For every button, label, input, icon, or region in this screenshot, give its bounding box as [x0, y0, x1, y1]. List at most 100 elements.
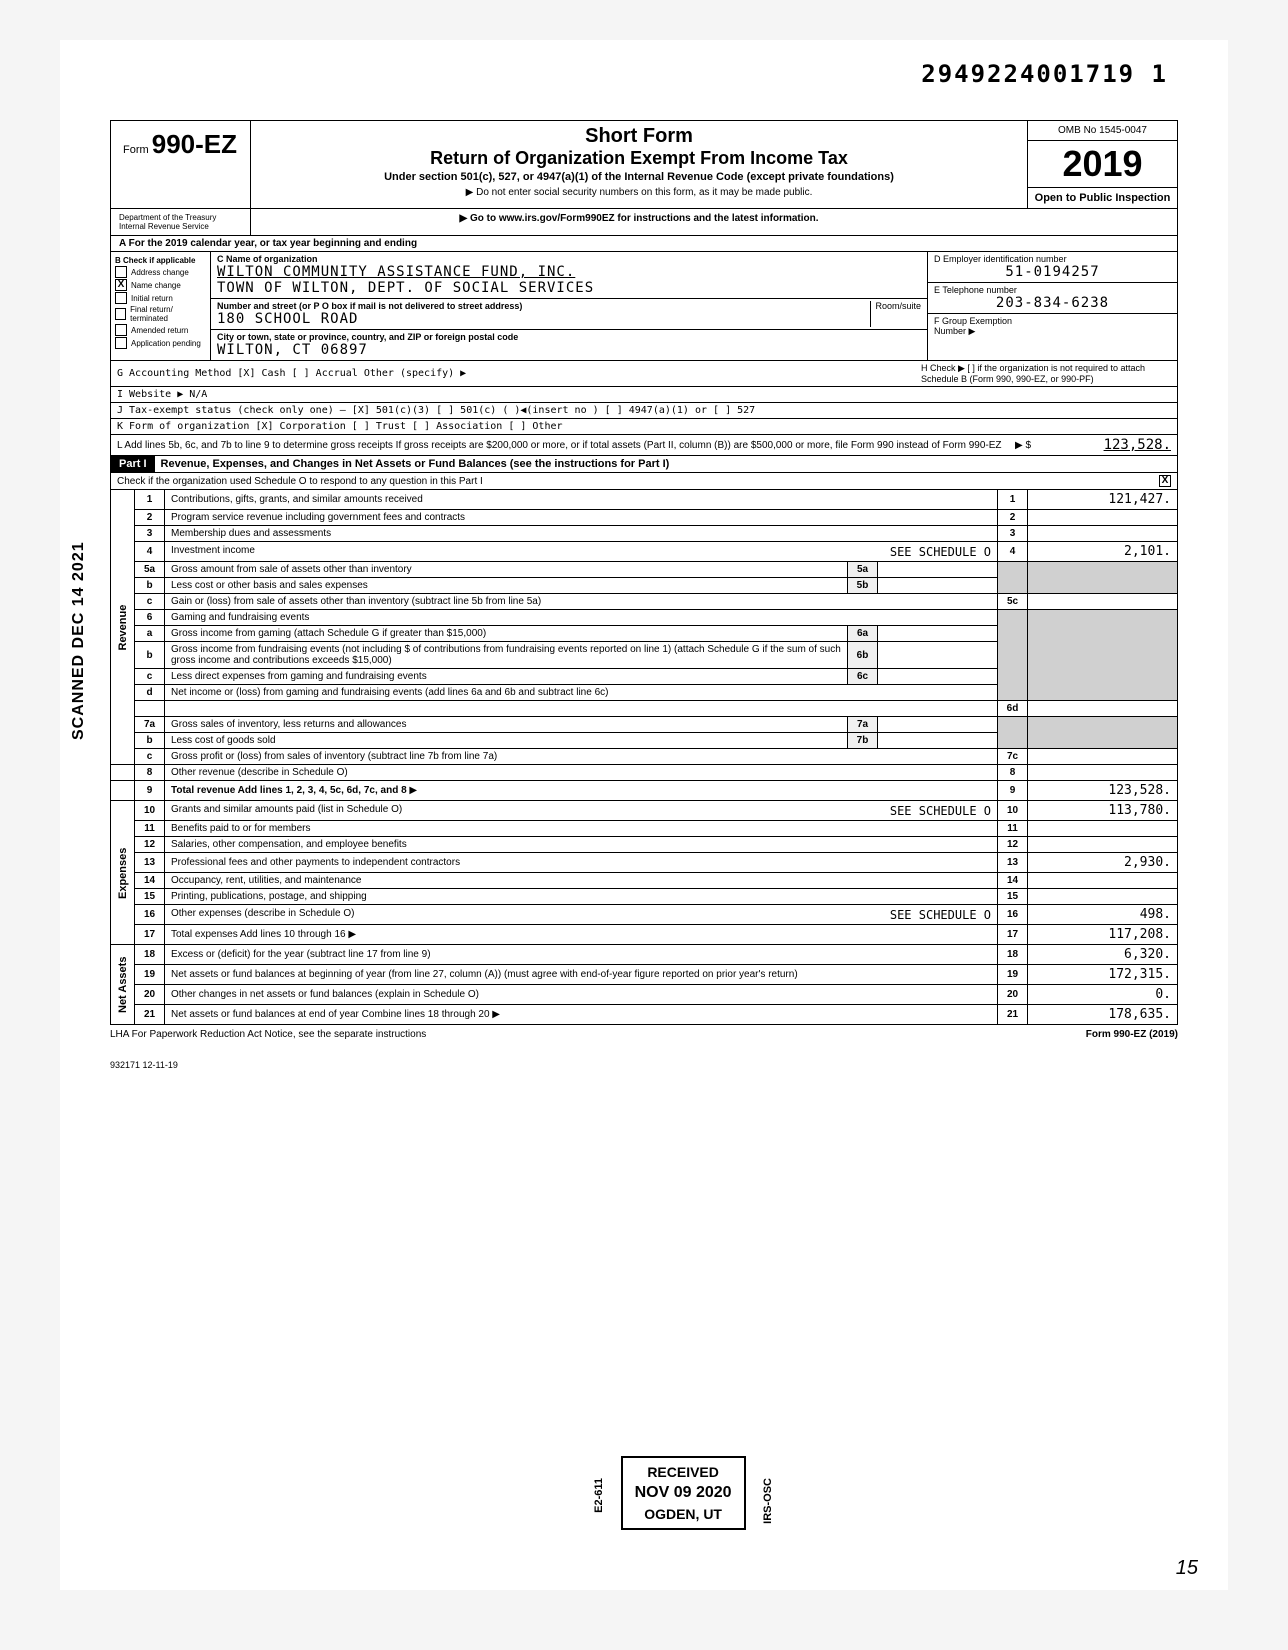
- line-j: J Tax-exempt status (check only one) — […: [117, 405, 755, 416]
- b-header: B Check if applicable: [115, 256, 206, 265]
- line-7a-desc: Gross sales of inventory, less returns a…: [165, 717, 848, 733]
- line-10-val: 113,780.: [1028, 801, 1178, 821]
- line-10-desc: Grants and similar amounts paid (list in…: [171, 804, 402, 815]
- section-netassets: Net Assets: [111, 945, 135, 1025]
- line-18-val: 6,320.: [1028, 945, 1178, 965]
- line-6b-desc: Gross income from fundraising events (no…: [165, 642, 848, 669]
- e-label: E Telephone number: [934, 285, 1171, 295]
- line-3-desc: Membership dues and assessments: [165, 526, 998, 542]
- line-15-desc: Printing, publications, postage, and shi…: [165, 889, 998, 905]
- cb-name-change: Name change: [131, 281, 181, 290]
- org-city: WILTON, CT 06897: [217, 342, 921, 358]
- part1-checkbox: X: [1159, 475, 1171, 487]
- line-16-note: SEE SCHEDULE O: [890, 908, 991, 922]
- line-9-val: 123,528.: [1028, 781, 1178, 801]
- line-12-desc: Salaries, other compensation, and employ…: [165, 837, 998, 853]
- line-20-val: 0.: [1028, 985, 1178, 1005]
- line-14-desc: Occupancy, rent, utilities, and maintena…: [165, 873, 998, 889]
- line-10-note: SEE SCHEDULE O: [890, 804, 991, 818]
- tracking-number: 2949224001719 1: [921, 60, 1168, 88]
- title-short: Short Form: [261, 125, 1017, 148]
- scan-stamp: SCANNED DEC 14 2021: [70, 541, 88, 740]
- cb-address-change: Address change: [131, 268, 189, 277]
- form-number: Form 990-EZ: [123, 129, 238, 160]
- cb-final: Final return/ terminated: [130, 305, 206, 323]
- line-16-desc: Other expenses (describe in Schedule O): [171, 908, 354, 919]
- ein: 51-0194257: [934, 264, 1171, 280]
- line-21-desc: Net assets or fund balances at end of ye…: [171, 1009, 490, 1020]
- line-17-desc: Total expenses Add lines 10 through 16: [171, 929, 346, 940]
- line-5c-desc: Gain or (loss) from sale of assets other…: [165, 594, 998, 610]
- department: Department of the Treasury Internal Reve…: [111, 209, 251, 235]
- cb-amended: Amended return: [131, 326, 188, 335]
- org-info-block: B Check if applicable Address change XNa…: [110, 252, 1178, 361]
- line-i: I Website ▶ N/A: [117, 389, 207, 400]
- line-l-text: L Add lines 5b, 6c, and 7b to line 9 to …: [117, 440, 1005, 451]
- stamp-received: RECEIVED: [635, 1464, 732, 1480]
- line-7b-desc: Less cost of goods sold: [165, 733, 848, 749]
- d-label: D Employer identification number: [934, 254, 1171, 264]
- f-label: F Group Exemption: [934, 316, 1171, 326]
- revenue-table: Revenue 1Contributions, gifts, grants, a…: [110, 490, 1178, 1025]
- tax-year: 2019: [1028, 141, 1177, 188]
- line-k: K Form of organization [X] Corporation […: [117, 421, 563, 432]
- line-2-desc: Program service revenue including govern…: [165, 510, 998, 526]
- title-note2: ▶ Go to www.irs.gov/Form990EZ for instru…: [251, 209, 1027, 235]
- org-address: 180 SCHOOL ROAD: [217, 311, 870, 327]
- line-4-val: 2,101.: [1028, 542, 1178, 562]
- city-label: City or town, state or province, country…: [217, 332, 921, 342]
- addr-label: Number and street (or P O box if mail is…: [217, 301, 870, 311]
- line-6a-desc: Gross income from gaming (attach Schedul…: [165, 626, 848, 642]
- line-4-desc: Investment income: [171, 545, 255, 556]
- open-public: Open to Public Inspection: [1028, 188, 1177, 208]
- line-8-desc: Other revenue (describe in Schedule O): [165, 765, 998, 781]
- footer-code: 932171 12-11-19: [110, 1060, 1178, 1070]
- title-sub: Under section 501(c), 527, or 4947(a)(1)…: [261, 171, 1017, 183]
- line-g: G Accounting Method [X] Cash [ ] Accrual…: [117, 368, 921, 379]
- cb-initial: Initial return: [131, 294, 173, 303]
- stamp-date: NOV 09 2020: [635, 1484, 732, 1502]
- cb-pending: Application pending: [131, 339, 201, 348]
- room-label: Room/suite: [870, 301, 921, 327]
- stamp-side2: IRS-OSC: [762, 1478, 774, 1524]
- line-20-desc: Other changes in net assets or fund bala…: [165, 985, 998, 1005]
- received-stamp: RECEIVED NOV 09 2020 OGDEN, UT E2-611 IR…: [621, 1456, 746, 1530]
- line-19-desc: Net assets or fund balances at beginning…: [165, 965, 998, 985]
- part1-label: Part I: [111, 456, 155, 472]
- line-7c-desc: Gross profit or (loss) from sales of inv…: [165, 749, 998, 765]
- section-expenses: Expenses: [111, 801, 135, 945]
- c-name-label: C Name of organization: [217, 254, 921, 264]
- line-6c-desc: Less direct expenses from gaming and fun…: [165, 669, 848, 685]
- line-1-desc: Contributions, gifts, grants, and simila…: [165, 490, 998, 510]
- line-19-val: 172,315.: [1028, 965, 1178, 985]
- org-name-2: TOWN OF WILTON, DEPT. OF SOCIAL SERVICES: [217, 280, 921, 296]
- form-header: Form 990-EZ Short Form Return of Organiz…: [110, 120, 1178, 209]
- line-5a-desc: Gross amount from sale of assets other t…: [165, 562, 848, 578]
- title-note1: ▶ Do not enter social security numbers o…: [261, 187, 1017, 198]
- line-4-note: SEE SCHEDULE O: [890, 545, 991, 559]
- section-revenue: Revenue: [111, 490, 135, 765]
- part1-check-note: Check if the organization used Schedule …: [117, 476, 1159, 487]
- stamp-side1: E2-611: [593, 1478, 605, 1513]
- line-21-val: 178,635.: [1028, 1005, 1178, 1025]
- f-label2: Number ▶: [934, 326, 1171, 337]
- page-number: 15: [1176, 1557, 1198, 1580]
- line-9-desc: Total revenue Add lines 1, 2, 3, 4, 5c, …: [171, 785, 407, 796]
- row-a-calendar: A For the 2019 calendar year, or tax yea…: [110, 236, 1178, 252]
- omb-number: OMB No 1545-0047: [1028, 121, 1177, 141]
- line-17-val: 117,208.: [1028, 925, 1178, 945]
- line-5b-desc: Less cost or other basis and sales expen…: [165, 578, 848, 594]
- line-11-desc: Benefits paid to or for members: [165, 821, 998, 837]
- title-main: Return of Organization Exempt From Incom…: [261, 148, 1017, 169]
- footer-left: LHA For Paperwork Reduction Act Notice, …: [110, 1029, 426, 1040]
- line-l-val: 123,528.: [1041, 437, 1171, 453]
- line-h: H Check ▶ [ ] if the organization is not…: [921, 363, 1171, 384]
- stamp-location: OGDEN, UT: [635, 1506, 732, 1522]
- line-13-desc: Professional fees and other payments to …: [165, 853, 998, 873]
- telephone: 203-834-6238: [934, 295, 1171, 311]
- line-18-desc: Excess or (deficit) for the year (subtra…: [165, 945, 998, 965]
- part1-title: Revenue, Expenses, and Changes in Net As…: [155, 456, 1177, 472]
- org-name-1: WILTON COMMUNITY ASSISTANCE FUND, INC.: [217, 264, 921, 280]
- line-6d-desc: Net income or (loss) from gaming and fun…: [165, 685, 998, 701]
- line-16-val: 498.: [1028, 905, 1178, 925]
